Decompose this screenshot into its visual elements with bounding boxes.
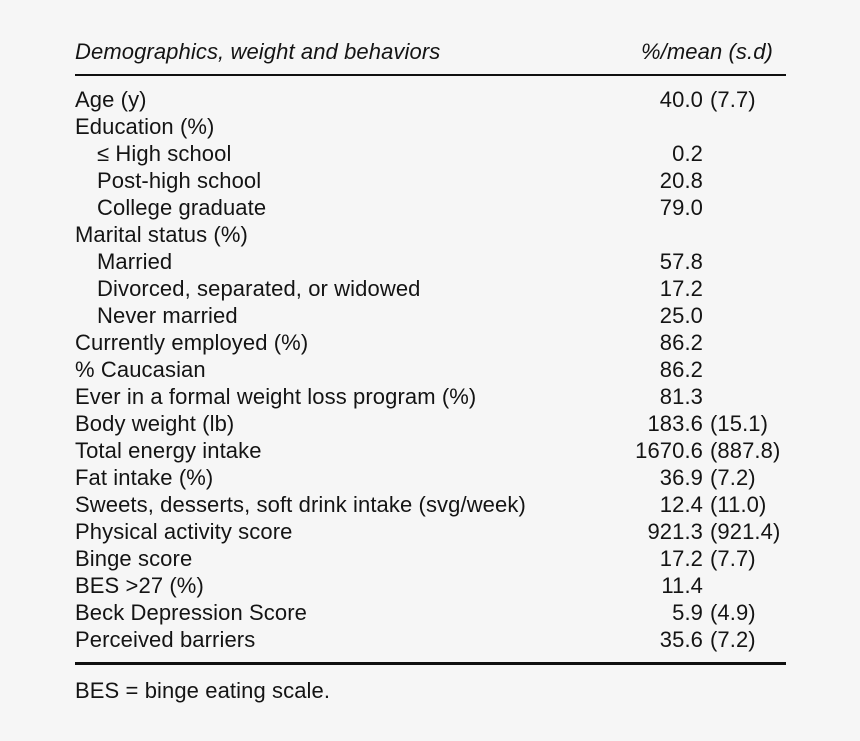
- row-value: 25.0: [659, 302, 703, 328]
- row-value: 11.4: [661, 572, 703, 598]
- table-row: Sweets, desserts, soft drink intake (svg…: [75, 491, 786, 518]
- row-label: Body weight (lb): [75, 410, 235, 436]
- row-label: Post-high school: [97, 167, 262, 193]
- row-label: Currently employed (%): [75, 329, 309, 355]
- row-value: 0.2: [672, 140, 703, 166]
- row-label: Education (%): [75, 113, 215, 139]
- row-value: 36.9: [659, 464, 703, 490]
- row-sd: (7.7): [710, 545, 756, 571]
- row-value: 79.0: [659, 194, 703, 220]
- row-sd: (7.2): [710, 626, 756, 652]
- row-label: Married: [97, 248, 173, 274]
- header-col-demographics: Demographics, weight and behaviors: [75, 39, 441, 64]
- row-sd: (4.9): [710, 599, 756, 625]
- table-row: Post-high school 20.8: [75, 167, 786, 194]
- row-label: ≤ High school: [97, 140, 232, 166]
- row-label: College graduate: [97, 194, 267, 220]
- row-sd: (7.2): [710, 464, 756, 490]
- row-value: 20.8: [659, 167, 703, 193]
- demographics-table: Demographics, weight and behaviors %/mea…: [75, 0, 786, 704]
- row-value: 86.2: [659, 329, 703, 355]
- row-value: 17.2: [659, 275, 703, 301]
- header-rule: [75, 74, 786, 76]
- table-row: Perceived barriers 35.6 (7.2): [75, 626, 786, 653]
- row-label: Binge score: [75, 545, 193, 571]
- table-row: Divorced, separated, or widowed 17.2: [75, 275, 786, 302]
- table-row: Physical activity score 921.3 (921.4): [75, 518, 786, 545]
- row-label: Divorced, separated, or widowed: [97, 275, 421, 301]
- row-value: 86.2: [659, 356, 703, 382]
- row-sd: (7.7): [710, 86, 756, 112]
- row-sd: (11.0): [710, 491, 767, 517]
- table-row: BES >27 (%) 11.4: [75, 572, 786, 599]
- row-value: 17.2: [659, 545, 703, 571]
- row-label: BES >27 (%): [75, 572, 204, 598]
- header-col-percent-mean-sd: %/mean (s.d): [640, 39, 773, 64]
- table-body: Age (y) 40.0 (7.7) Education (%) ≤ High …: [75, 76, 786, 662]
- row-value: 35.6: [659, 626, 703, 652]
- table-row: College graduate 79.0: [75, 194, 786, 221]
- row-label: Ever in a formal weight loss program (%): [75, 383, 477, 409]
- table-row: Age (y) 40.0 (7.7): [75, 86, 786, 113]
- row-label: Fat intake (%): [75, 464, 214, 490]
- table-footnote: BES = binge eating scale.: [75, 678, 331, 703]
- row-value: 921.3: [647, 518, 703, 544]
- row-label: Marital status (%): [75, 221, 248, 247]
- row-value: 40.0: [659, 86, 703, 112]
- table-row: Body weight (lb) 183.6 (15.1): [75, 410, 786, 437]
- row-label: % Caucasian: [75, 356, 206, 382]
- table-row: Marital status (%): [75, 221, 786, 248]
- row-label: Perceived barriers: [75, 626, 256, 652]
- table-row: Fat intake (%) 36.9 (7.2): [75, 464, 786, 491]
- row-value: 5.9: [672, 599, 703, 625]
- row-label: Never married: [97, 302, 238, 328]
- table-row: ≤ High school 0.2: [75, 140, 786, 167]
- table-row: Beck Depression Score 5.9 (4.9): [75, 599, 786, 626]
- row-label: Physical activity score: [75, 518, 293, 544]
- row-label: Total energy intake: [75, 437, 262, 463]
- row-label: Beck Depression Score: [75, 599, 307, 625]
- table-row: Never married 25.0: [75, 302, 786, 329]
- table-row: Total energy intake 1670.6 (887.8): [75, 437, 786, 464]
- table-row: Binge score 17.2 (7.7): [75, 545, 786, 572]
- row-value: 12.4: [659, 491, 703, 517]
- table-row: Married 57.8: [75, 248, 786, 275]
- row-sd: (15.1): [710, 410, 769, 436]
- row-label: Sweets, desserts, soft drink intake (svg…: [75, 491, 526, 517]
- footer-rule: [75, 662, 786, 665]
- table-row: Ever in a formal weight loss program (%)…: [75, 383, 786, 410]
- row-sd: (887.8): [710, 437, 781, 463]
- table-row: % Caucasian 86.2: [75, 356, 786, 383]
- row-value: 57.8: [659, 248, 703, 274]
- row-value: 81.3: [659, 383, 703, 409]
- row-value: 1670.6: [635, 437, 703, 463]
- row-label: Age (y): [75, 86, 147, 112]
- row-sd: (921.4): [710, 518, 781, 544]
- table-row: Currently employed (%) 86.2: [75, 329, 786, 356]
- table-row: Education (%): [75, 113, 786, 140]
- table-header-row: Demographics, weight and behaviors %/mea…: [75, 0, 786, 74]
- row-value: 183.6: [647, 410, 703, 436]
